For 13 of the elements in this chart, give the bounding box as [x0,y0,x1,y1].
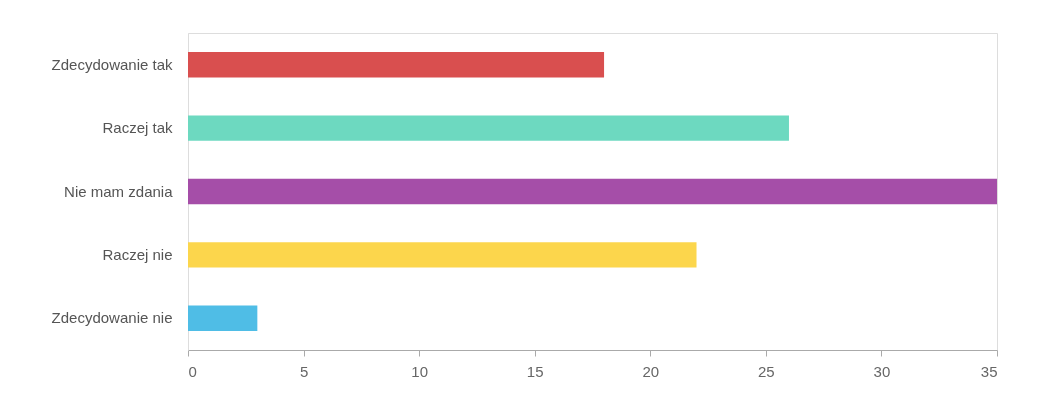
y-tick-label: Raczej tak [102,119,173,137]
x-tick-label: 25 [758,362,775,380]
x-tick-label: 15 [526,362,544,380]
y-tick-label: Zdecydowanie tak [51,55,173,73]
x-tick-label: 30 [873,362,891,380]
x-tick-label: 0 [188,362,197,380]
y-tick-label: Nie mam zdania [64,182,174,200]
x-tick-label: 35 [980,362,998,380]
y-tick-label: Zdecydowanie nie [51,309,173,327]
x-tick-label: 20 [642,362,660,380]
x-tick-label: 5 [299,362,309,380]
x-tick-label: 10 [411,362,428,380]
y-tick-label: Raczej nie [102,245,173,263]
